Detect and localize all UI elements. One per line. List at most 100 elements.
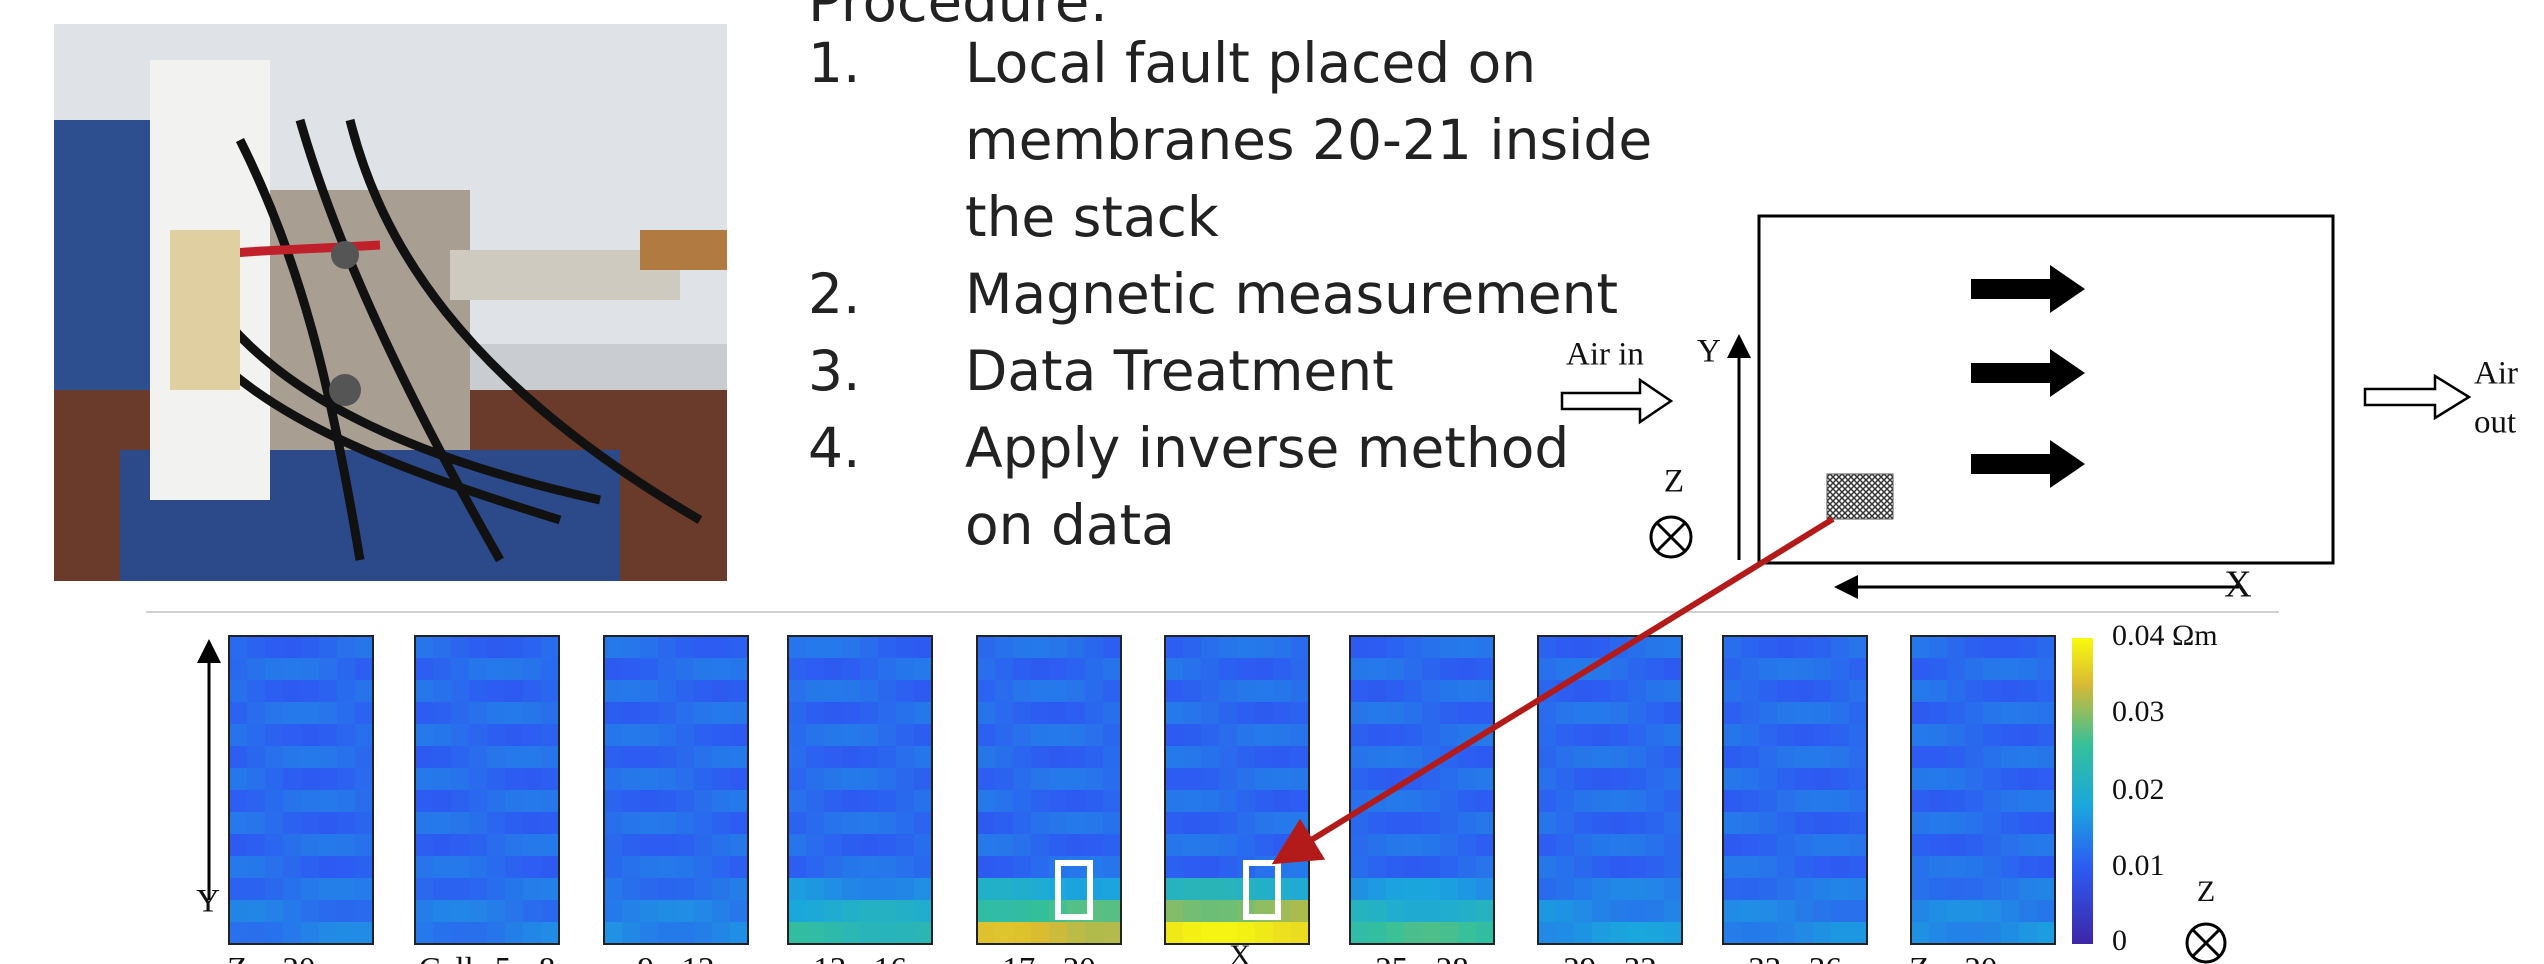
panel-label: 33 - 36: [1748, 952, 1842, 964]
heatmap-cell: [694, 636, 713, 659]
heatmap-cell: [505, 900, 524, 923]
heatmap-cell: [1646, 680, 1665, 703]
heatmap-cell: [995, 922, 1014, 945]
heatmap-cell: [1031, 680, 1050, 703]
heatmap-cell: [1983, 746, 2002, 769]
heatmap-cell: [658, 856, 677, 879]
heatmap-cell: [1741, 768, 1760, 791]
heatmap-cell: [523, 900, 542, 923]
heatmap-cell: [451, 878, 470, 901]
heatmap-cell: [1929, 746, 1948, 769]
heatmap-cell: [1031, 658, 1050, 681]
heatmap-cell: [2037, 812, 2056, 835]
heatmap-cell: [2019, 724, 2038, 747]
heatmap-cell: [1422, 724, 1441, 747]
heatmap-cell: [1013, 724, 1032, 747]
heatmap-cell: [1422, 834, 1441, 857]
heatmap-cell: [1947, 658, 1966, 681]
heatmap-cell: [1983, 812, 2002, 835]
heatmap-cell: [301, 658, 320, 681]
heatmap-cell: [842, 746, 861, 769]
heatmap-cell: [1610, 812, 1629, 835]
heatmap-cell: [1911, 922, 1930, 945]
heatmap-cell: [977, 658, 996, 681]
heatmap-cell: [1165, 856, 1184, 879]
heatmap-cell: [1103, 812, 1122, 835]
heatmap-cell: [415, 680, 434, 703]
heatmap-cell: [469, 702, 488, 725]
heatmap-cell: [658, 680, 677, 703]
heatmap-cell: [1255, 834, 1274, 857]
heatmap-cell: [676, 768, 695, 791]
heatmap-cell: [1350, 636, 1369, 659]
heatmap-cell: [2001, 636, 2020, 659]
z-axis-label: Z: [2197, 875, 2215, 908]
heatmap-cell: [1831, 658, 1850, 681]
heatmap-cell: [247, 856, 266, 879]
heatmap-cell: [1165, 922, 1184, 945]
heatmap-cell: [896, 680, 915, 703]
heatmap-cell: [319, 658, 338, 681]
heatmap-cell: [1201, 812, 1220, 835]
heatmap-cell: [1759, 702, 1778, 725]
heatmap-cell: [860, 702, 879, 725]
heatmap-cell: [1422, 658, 1441, 681]
heatmap-cell: [1983, 900, 2002, 923]
heatmap-cell: [1664, 702, 1683, 725]
heatmap-cell: [842, 636, 861, 659]
heatmap-cell: [1476, 636, 1495, 659]
heatmap-cell: [1201, 724, 1220, 747]
heatmap-cell: [622, 878, 641, 901]
heatmap-cell: [247, 702, 266, 725]
heatmap-cell: [1849, 702, 1868, 725]
heatmap-cell: [842, 834, 861, 857]
heatmap-cell: [1368, 680, 1387, 703]
heatmap-cell: [487, 724, 506, 747]
heatmap-cell: [1831, 834, 1850, 857]
heatmap-panel: [604, 636, 749, 945]
heatmap-cell: [896, 702, 915, 725]
heatmap-cell: [1610, 768, 1629, 791]
heatmap-cell: [1085, 812, 1104, 835]
heatmap-cell: [694, 702, 713, 725]
heatmap-cell: [1422, 702, 1441, 725]
heatmap-cell: [712, 658, 731, 681]
heatmap-cell: [301, 636, 320, 659]
heatmap-cell: [1031, 834, 1050, 857]
heatmap-cell: [541, 900, 560, 923]
heatmap-cell: [842, 680, 861, 703]
heatmap-cell: [2001, 746, 2020, 769]
heatmap-cell: [842, 790, 861, 813]
heatmap-cell: [1574, 724, 1593, 747]
heatmap-cell: [1574, 746, 1593, 769]
heatmap-cell: [1538, 658, 1557, 681]
heatmap-cell: [415, 812, 434, 835]
heatmap-cell: [1723, 900, 1742, 923]
heatmap-cell: [730, 900, 749, 923]
heatmap-cell: [622, 790, 641, 813]
heatmap-cell: [1368, 768, 1387, 791]
heatmap-cell: [977, 834, 996, 857]
heatmap-cell: [896, 658, 915, 681]
heatmap-cell: [541, 922, 560, 945]
heatmap-cell: [2019, 856, 2038, 879]
step-number: 1.: [808, 31, 860, 95]
heatmap-cell: [1929, 834, 1948, 857]
heatmap-cell: [1237, 790, 1256, 813]
heatmap-cell: [977, 680, 996, 703]
heatmap-cell: [1831, 922, 1850, 945]
heatmap-cell: [451, 746, 470, 769]
heatmap-cell: [860, 900, 879, 923]
heatmap-cell: [977, 790, 996, 813]
heatmap-cell: [1165, 724, 1184, 747]
heatmap-cell: [622, 702, 641, 725]
heatmap-cell: [1759, 746, 1778, 769]
heatmap-cell: [337, 856, 356, 879]
heatmap-cell: [896, 834, 915, 857]
heatmap-cell: [1741, 834, 1760, 857]
heatmap-cell: [977, 702, 996, 725]
heatmap-cell: [1255, 746, 1274, 769]
heatmap-cell: [1291, 680, 1310, 703]
heatmap-cell: [2037, 702, 2056, 725]
heatmap-cell: [1983, 702, 2002, 725]
